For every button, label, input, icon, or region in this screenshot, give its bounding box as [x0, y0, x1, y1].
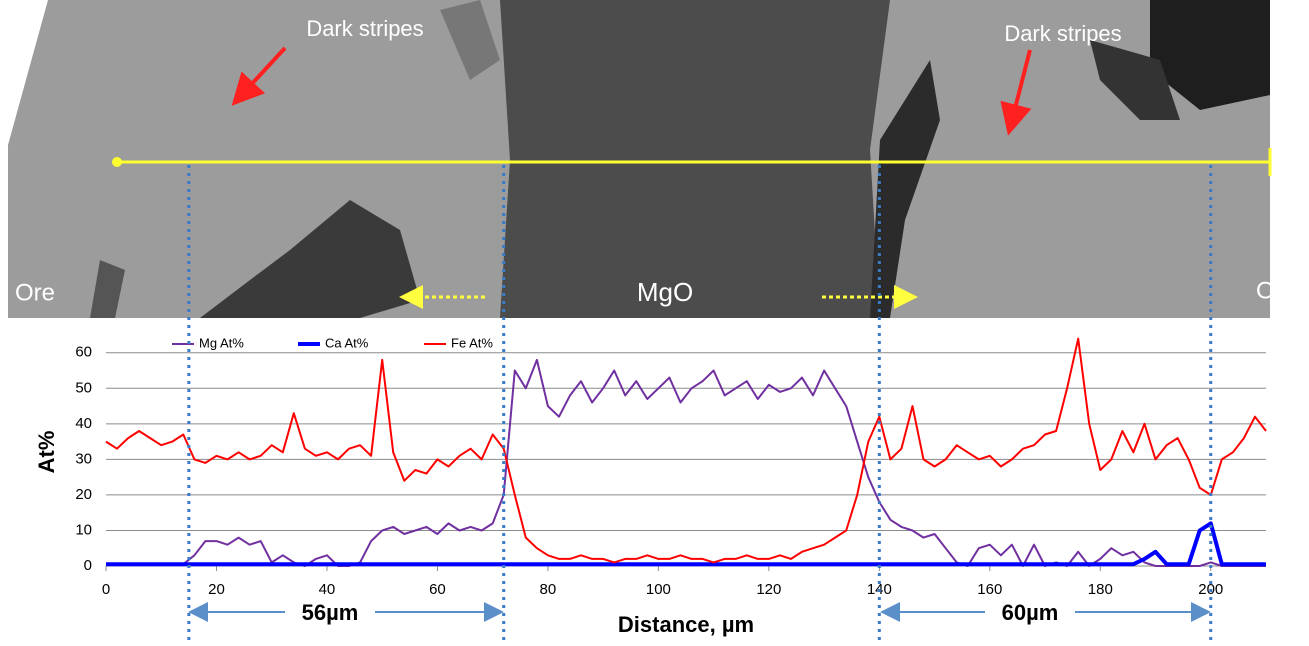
series-line: [106, 521, 1266, 567]
span-label: 60µm: [1002, 600, 1059, 625]
x-tick-label: 80: [540, 581, 557, 598]
y-tick-label: 60: [75, 344, 92, 361]
x-tick-label: 40: [319, 581, 336, 598]
x-tick-label: 20: [208, 581, 225, 598]
x-tick-label: 60: [429, 581, 446, 598]
x-tick-label: 0: [102, 581, 110, 598]
x-axis-label: Distance, µm: [618, 612, 754, 637]
y-tick-label: 0: [84, 557, 92, 574]
x-tick-label: 180: [1088, 581, 1113, 598]
x-tick-label: 100: [646, 581, 671, 598]
y-tick-label: 20: [75, 486, 92, 503]
series-line: [105, 337, 1267, 564]
annotation: Dark stripes: [1004, 21, 1121, 46]
annotation: Dark stripes: [306, 16, 423, 41]
annotation: MgO: [637, 277, 693, 307]
y-tick-label: 10: [75, 521, 92, 538]
annotation: Ore: [1256, 277, 1296, 304]
x-tick-label: 160: [977, 581, 1002, 598]
y-tick-label: 30: [75, 450, 92, 467]
legend-label: Ca At%: [325, 335, 369, 350]
annotation: Ore: [15, 279, 55, 306]
legend-label: Mg At%: [199, 335, 244, 350]
plot: 0102030405060020406080100120140160180200: [75, 337, 1267, 598]
micrograph: Dark stripes Dark stripes Ore MgO Ore: [8, 0, 1296, 318]
y-axis-label: At%: [34, 431, 59, 474]
y-tick-label: 40: [75, 415, 92, 432]
legend-label: Fe At%: [451, 335, 493, 350]
x-tick-label: 120: [756, 581, 781, 598]
span-label: 56µm: [302, 600, 359, 625]
y-tick-label: 50: [75, 379, 92, 396]
series-line: [106, 358, 1266, 567]
